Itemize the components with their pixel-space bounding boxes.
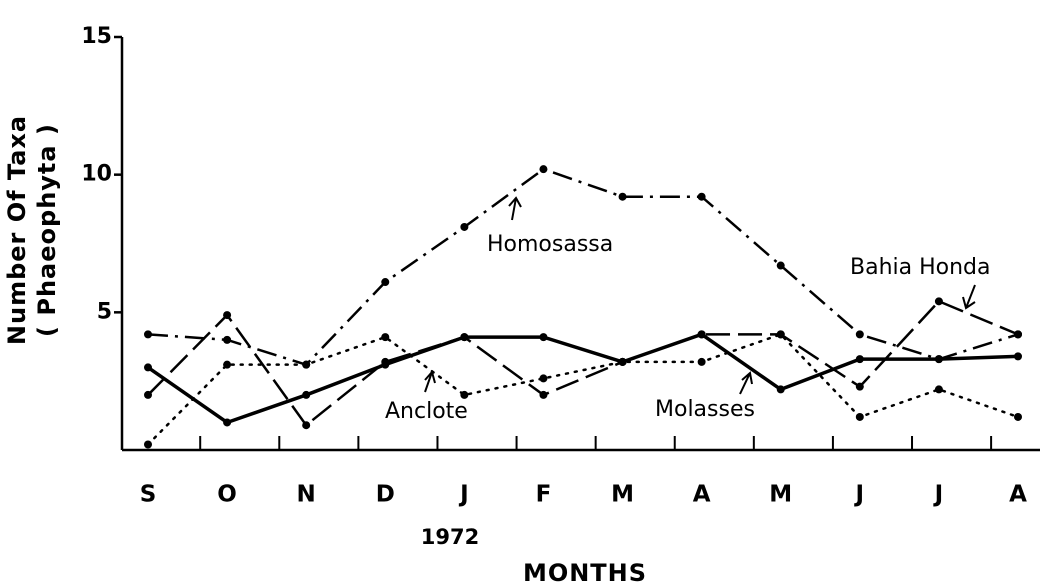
x-tick-label: O: [217, 482, 237, 508]
x-tick-label: D: [376, 482, 395, 508]
point: [855, 412, 864, 421]
x-label: MONTHS: [523, 559, 647, 587]
point: [697, 357, 706, 366]
x-tick-label: S: [140, 482, 157, 508]
point: [1014, 352, 1022, 361]
x-tick-label: A: [693, 482, 711, 508]
point: [223, 311, 232, 320]
y-tick-label: 10: [81, 162, 112, 187]
series-line: [146, 332, 1020, 446]
point: [697, 192, 706, 201]
point: [460, 333, 469, 342]
point: [381, 333, 390, 342]
point: [618, 357, 627, 366]
x-tick-label: J: [854, 482, 865, 508]
point: [776, 385, 785, 394]
series-line: [147, 299, 1019, 428]
point: [302, 390, 311, 399]
point: [381, 278, 390, 287]
point: [144, 440, 152, 449]
x-tick-label: J: [458, 482, 469, 508]
point: [144, 363, 152, 372]
point: [934, 385, 943, 394]
annotation: Anclote: [385, 399, 468, 424]
point: [144, 330, 152, 339]
point: [302, 360, 311, 369]
y-tick-label: 5: [97, 299, 112, 324]
point: [460, 222, 469, 231]
point: [223, 418, 232, 427]
point: [776, 261, 785, 270]
year-label: 1972: [421, 525, 479, 549]
arrow: [739, 371, 753, 395]
point: [381, 360, 390, 369]
series-line: [147, 332, 1019, 425]
point: [855, 382, 864, 391]
arrow: [424, 369, 436, 393]
x-tick-label: M: [769, 482, 792, 508]
point: [855, 355, 864, 364]
annotation: Bahia Honda: [850, 255, 991, 280]
y-label: Number Of Taxa ( Phaeophyta ): [3, 115, 61, 345]
annotation: Molasses: [655, 397, 755, 422]
point: [539, 374, 548, 383]
point: [539, 333, 548, 342]
y-tick-label: 15: [81, 24, 112, 49]
point: [1014, 412, 1022, 421]
arrow: [962, 284, 976, 310]
x-tick-label: J: [933, 482, 944, 508]
point: [144, 390, 152, 399]
y-label-line: Number Of Taxa: [3, 115, 31, 345]
point: [697, 330, 706, 339]
x-tick-label: M: [611, 482, 634, 508]
point: [618, 192, 627, 201]
point: [539, 390, 548, 399]
arrow: [508, 196, 522, 221]
point: [1014, 330, 1022, 339]
x-tick-label: N: [297, 482, 316, 508]
annotation: Homosassa: [487, 232, 613, 257]
point: [302, 421, 311, 430]
x-tick-label: F: [536, 482, 552, 508]
y-label-line: ( Phaeophyta ): [33, 123, 61, 337]
x-tick-label: A: [1009, 482, 1027, 508]
point: [223, 360, 232, 369]
point: [934, 355, 943, 364]
point: [223, 335, 232, 344]
point: [460, 390, 469, 399]
point: [934, 297, 943, 306]
point: [776, 330, 785, 339]
point: [539, 165, 548, 174]
point: [855, 330, 864, 339]
series-line: [147, 167, 1019, 367]
